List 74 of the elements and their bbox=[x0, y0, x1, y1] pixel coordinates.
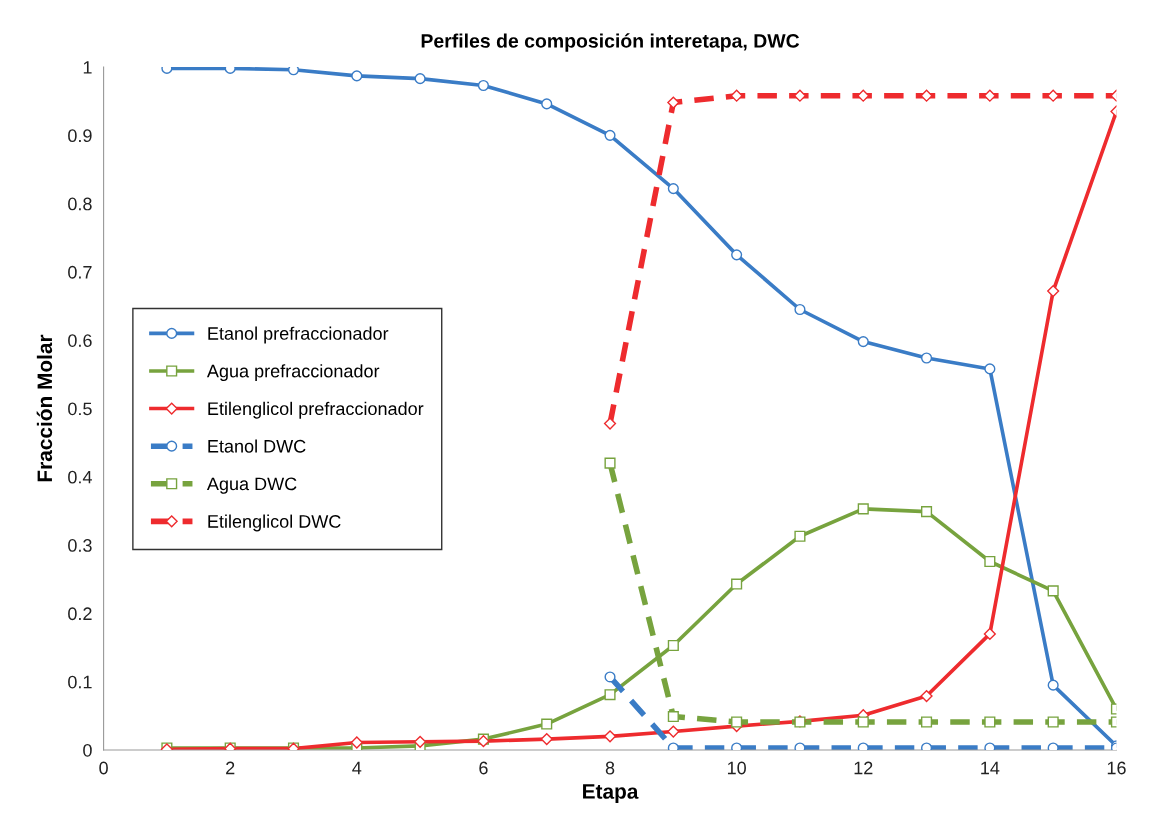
y-tick-label: 0.3 bbox=[68, 539, 92, 552]
point bbox=[1047, 284, 1060, 298]
legend-label: Etanol DWC bbox=[208, 439, 306, 453]
point bbox=[414, 73, 426, 85]
y-tick-label: 0.5 bbox=[68, 402, 92, 416]
point bbox=[793, 89, 807, 102]
y-tick-label: 0.1 bbox=[68, 675, 92, 689]
x-tick-label: 2 bbox=[226, 761, 235, 775]
legend-label: Agua prefraccionador bbox=[206, 364, 380, 382]
point bbox=[604, 671, 616, 683]
point bbox=[667, 725, 680, 738]
point bbox=[794, 742, 806, 751]
point bbox=[857, 716, 869, 728]
point bbox=[1047, 716, 1059, 728]
point bbox=[920, 506, 933, 518]
y-tick-label: 0.7 bbox=[68, 265, 92, 279]
point bbox=[984, 742, 996, 751]
y-tick-label: 0.4 bbox=[68, 470, 92, 484]
point bbox=[857, 503, 869, 515]
point bbox=[984, 716, 996, 728]
point bbox=[350, 736, 363, 749]
point bbox=[541, 98, 553, 110]
point bbox=[920, 689, 933, 703]
x-axis-title: Etapa bbox=[583, 784, 639, 803]
x-tick-label: 8 bbox=[605, 761, 615, 775]
point bbox=[1047, 679, 1059, 691]
legend-label: Etanol prefraccionador bbox=[208, 326, 389, 344]
legend-label: Agua DWC bbox=[206, 477, 297, 494]
x-tick-label: 10 bbox=[727, 761, 746, 775]
y-tick-label: 0.2 bbox=[68, 607, 92, 621]
point bbox=[984, 363, 996, 375]
point bbox=[667, 710, 679, 723]
point bbox=[667, 639, 679, 652]
point bbox=[604, 129, 616, 141]
point bbox=[1047, 585, 1059, 597]
point bbox=[603, 417, 617, 430]
point bbox=[984, 555, 996, 568]
y-tick-label: 1 bbox=[83, 61, 92, 74]
point bbox=[920, 352, 933, 364]
y-tick-label: 0.8 bbox=[68, 197, 92, 211]
y-tick-label: 0 bbox=[83, 743, 92, 757]
point bbox=[604, 689, 616, 701]
point bbox=[857, 742, 869, 751]
x-tick-label: 12 bbox=[854, 761, 873, 775]
x-tick-label: 4 bbox=[352, 761, 362, 775]
point bbox=[604, 457, 616, 469]
x-tick-label: 0 bbox=[99, 761, 108, 775]
point bbox=[414, 735, 427, 748]
y-tick-label: 0.9 bbox=[68, 129, 92, 143]
point bbox=[541, 718, 553, 730]
point bbox=[794, 303, 806, 316]
point bbox=[731, 249, 743, 261]
point bbox=[731, 742, 743, 751]
point bbox=[351, 70, 363, 82]
point bbox=[1047, 742, 1059, 751]
point bbox=[477, 79, 489, 92]
point bbox=[983, 627, 996, 641]
x-tick-label: 6 bbox=[479, 761, 488, 775]
point bbox=[794, 530, 806, 542]
chart-title: Perfiles de composición interetapa, DWC bbox=[421, 33, 800, 52]
point bbox=[667, 183, 679, 195]
point bbox=[920, 716, 933, 728]
x-tick-label: 14 bbox=[981, 761, 1000, 775]
point bbox=[667, 742, 679, 751]
point bbox=[540, 732, 553, 746]
x-tick-label: 16 bbox=[1107, 761, 1126, 775]
point bbox=[857, 336, 869, 348]
point bbox=[603, 730, 617, 743]
legend-label: Etilenglicol prefraccionador bbox=[208, 401, 424, 419]
y-axis-title: Fracción Molar bbox=[36, 334, 53, 482]
point bbox=[731, 716, 743, 728]
y-tick-label: 0.6 bbox=[68, 334, 92, 347]
point bbox=[731, 578, 743, 590]
legend-label: Etilenglicol DWC bbox=[208, 514, 341, 532]
